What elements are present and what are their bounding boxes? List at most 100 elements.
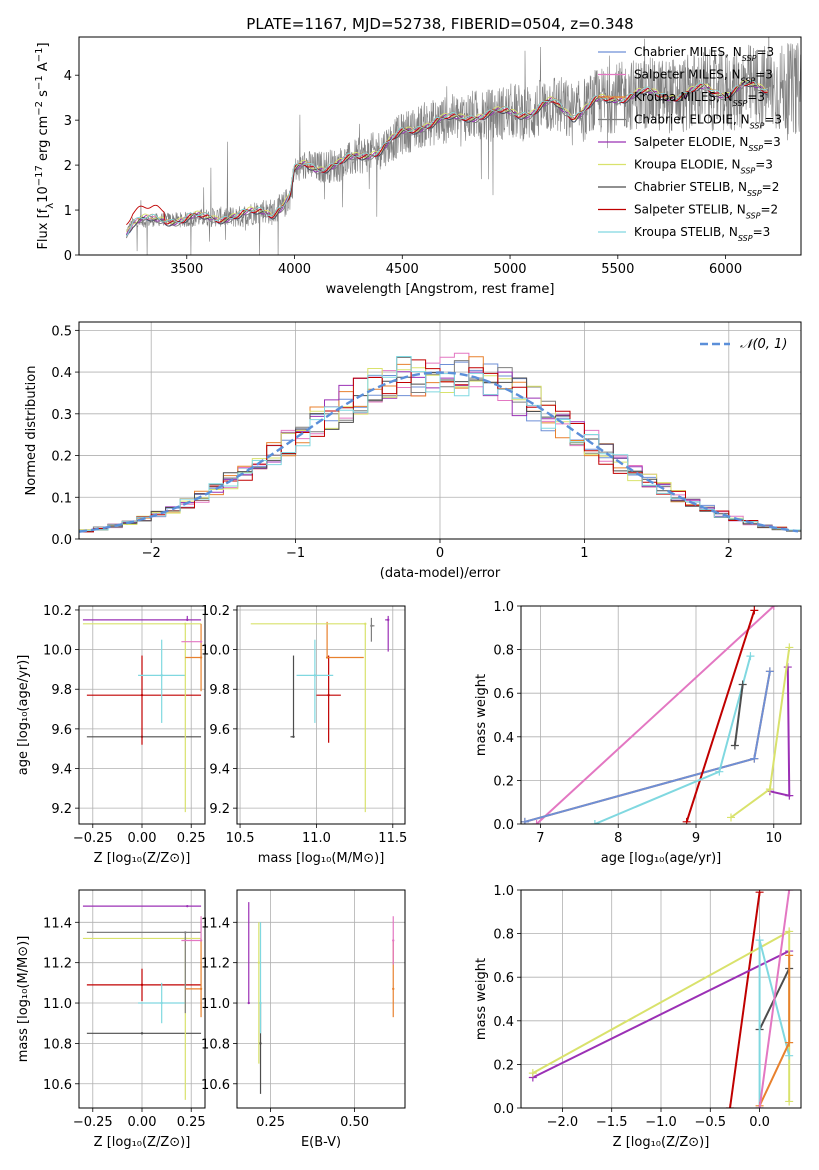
- mass-weight-vs-Z-marker-6-1: [785, 890, 794, 894]
- spectrum-xtick-label-1: 4000: [278, 262, 311, 277]
- mass-weight-vs-Z-ytick-label-0: 0.0: [493, 1102, 514, 1117]
- legend-entry-1: Salpeter MILES, NSSP=3: [634, 68, 773, 86]
- mass-weight-vs-Z-marker-2-2: [785, 1097, 794, 1106]
- mass-vs-EBV-point-4: [392, 987, 395, 991]
- legend-entry-text: Salpeter ELODIE, N: [634, 135, 748, 149]
- mass-weight-vs-Z-ytick-label-5: 1.0: [493, 884, 514, 899]
- residuals-ytick-label-0: 0.0: [51, 533, 72, 548]
- mass-vs-EBV-point-2: [259, 1042, 262, 1045]
- age-vs-Z-xtick-label-2: 0.25: [177, 831, 206, 846]
- mass-vs-Z-point-2: [160, 1001, 163, 1005]
- age-vs-mass-ytick-label-1: 9.4: [209, 763, 230, 778]
- mass-weight-vs-Z-frame: [520, 889, 802, 1109]
- spectrum-xtick-label-5: 6000: [709, 262, 742, 277]
- mass-weight-vs-Z-ytick-label-3: 0.6: [493, 971, 514, 986]
- mass-vs-Z-ytick-label-4: 11.4: [43, 916, 72, 931]
- mass-vs-EBV-axes: 0.25 0.50 10.6 10.8 11.0 11.2 11.4 E(B-V): [201, 890, 405, 1150]
- mass-vs-EBV-point-1: [257, 961, 261, 964]
- mass-weight-vs-Z-marker-0-0: [726, 1104, 735, 1108]
- mass-weight-vs-Z-xlabel: Z [log₁₀(Z/Z⊙)]: [613, 1135, 710, 1150]
- legend-entry-0: Chabrier MILES, NSSP=3: [634, 45, 774, 63]
- age-vs-mass-point-0: [292, 735, 295, 738]
- legend-entry-text: =3: [755, 158, 773, 172]
- age-vs-Z-ytick-label-4: 10.0: [43, 644, 72, 659]
- legend-entry-text: Salpeter MILES, N: [634, 68, 741, 82]
- legend-entry-text: =3: [755, 68, 773, 82]
- spectrum-ylabel-part: −2: [34, 101, 45, 116]
- age-vs-Z-point-2: [160, 674, 163, 677]
- spectrum-ytick-label-0: 0: [64, 249, 72, 264]
- spectrum-xtick-label-0: 3500: [170, 262, 203, 277]
- mass-vs-Z-ylabel: mass [log₁₀(M/M⊙)]: [16, 936, 31, 1063]
- spectrum-ytick-label-4: 4: [64, 69, 72, 84]
- legend-entry-text: Salpeter STELIB, N: [634, 203, 746, 217]
- spectrum-model-kroupa-elodie: [126, 80, 769, 233]
- mass-vs-EBV-xlabel: E(B-V): [301, 1135, 341, 1150]
- mass-weight-vs-age-ytick-label-1: 0.2: [493, 774, 514, 789]
- mass-weight-vs-Z-xtick-label-1: −1.5: [596, 1115, 628, 1130]
- mass-weight-vs-age-marker-4-1: [715, 767, 724, 776]
- mass-weight-vs-age-ytick-label-0: 0.0: [493, 818, 514, 833]
- mass-weight-vs-age-marker-3-1: [750, 606, 759, 615]
- age-vs-Z-plot: [82, 615, 203, 813]
- mass-weight-vs-age-frame: [520, 605, 802, 825]
- age-vs-mass-xtick-label-1: 11.0: [302, 831, 331, 846]
- age-vs-mass-xtick-label-0: 10.5: [226, 831, 255, 846]
- age-vs-Z-point-5: [199, 656, 203, 659]
- legend-entry-text: SSP: [742, 54, 757, 63]
- mass-weight-vs-Z-ytick-label-2: 0.4: [493, 1015, 514, 1030]
- age-vs-mass-point-4: [364, 622, 367, 626]
- mass-weight-vs-age-xlabel: age [log₁₀(age/yr)]: [601, 851, 722, 866]
- residuals-xlabel: (data-model)/error: [380, 566, 501, 581]
- mass-vs-Z-point-0: [140, 1032, 144, 1035]
- legend-entry-text: =2: [762, 180, 780, 194]
- mass-vs-Z-xtick-label-0: −0.25: [73, 1115, 113, 1130]
- mass-weight-vs-Z-ytick-label-4: 0.8: [493, 928, 514, 943]
- age-vs-Z-ytick-label-2: 9.6: [51, 723, 72, 738]
- mass-weight-vs-age-series-chabrier-stelib: [733, 684, 744, 746]
- mass-weight-vs-Z-marker-2-0: [528, 1069, 537, 1078]
- age-vs-mass-xlabel: mass [log₁₀(M/M⊙)]: [258, 851, 385, 866]
- mass-weight-vs-age-ytick-label-4: 0.8: [493, 644, 514, 659]
- spectrum-frame: [78, 36, 802, 256]
- mass-vs-Z-xlabel: Z [log₁₀(Z/Z⊙)]: [94, 1135, 191, 1150]
- mass-vs-EBV-ytick-label-0: 10.6: [201, 1078, 230, 1093]
- mass-weight-vs-age-marker-2-0: [521, 817, 529, 824]
- legend-entry-text: =3: [763, 135, 781, 149]
- legend-entry-text: Chabrier STELIB, N: [634, 180, 747, 194]
- spectrum-xtick-label-2: 4500: [386, 262, 419, 277]
- mass-weight-vs-Z-xtick-label-4: 0.0: [749, 1115, 770, 1130]
- figure-title: PLATE=1167, MJD=52738, FIBERID=0504, z=0…: [246, 15, 633, 33]
- mass-weight-vs-age-xtick-label-2: 9: [692, 831, 700, 846]
- spectrum-ylabel-part: erg cm: [36, 116, 51, 165]
- legend-entry-text: Kroupa STELIB, N: [634, 225, 738, 239]
- mass-weight-vs-Z-marker-6-0: [755, 1104, 764, 1108]
- spectrum-ylabel-part: −1: [34, 48, 45, 63]
- age-vs-mass-point-5: [387, 618, 390, 622]
- residuals-ytick-label-2: 0.2: [51, 450, 72, 465]
- legend-entry-3: Chabrier ELODIE, NSSP=3: [634, 113, 782, 131]
- residuals-ylabel: Normed distribution: [24, 366, 39, 496]
- spectrum-ylabel-part: λ: [45, 203, 56, 209]
- mass-vs-Z-frame: [78, 889, 206, 1109]
- mass-weight-vs-Z-xtick-label-0: −2.0: [547, 1115, 579, 1130]
- mass-weight-vs-Z-ytick-label-1: 0.2: [493, 1058, 514, 1073]
- mass-vs-EBV-ytick-label-1: 10.8: [201, 1037, 230, 1052]
- mass-weight-vs-age-xtick-label-3: 10: [766, 831, 783, 846]
- age-vs-Z-ytick-label-1: 9.4: [51, 763, 72, 778]
- spectrum-ylabel-part: s: [36, 90, 51, 101]
- mass-weight-vs-age-ytick-label-3: 0.6: [493, 687, 514, 702]
- mass-weight-vs-age-xtick-label-1: 8: [614, 831, 622, 846]
- spectrum-ytick-label-3: 3: [64, 114, 72, 129]
- mass-weight-vs-age-ylabel: mass weight: [474, 674, 489, 756]
- mass-weight-vs-age-marker-7-0: [727, 813, 735, 822]
- spectrum-ytick-label-2: 2: [64, 159, 72, 174]
- age-vs-mass-frame: [236, 605, 406, 825]
- mass-weight-vs-age-marker-4-2: [746, 652, 755, 661]
- age-vs-Z-xtick-label-1: 0.00: [128, 831, 157, 846]
- mass-vs-Z-ytick-label-1: 10.8: [43, 1037, 72, 1052]
- mass-weight-vs-Z-xtick-label-2: −1.0: [645, 1115, 677, 1130]
- mass-vs-EBV-xtick-label-0: 0.25: [256, 1115, 285, 1130]
- spectrum-data-line: [126, 37, 801, 255]
